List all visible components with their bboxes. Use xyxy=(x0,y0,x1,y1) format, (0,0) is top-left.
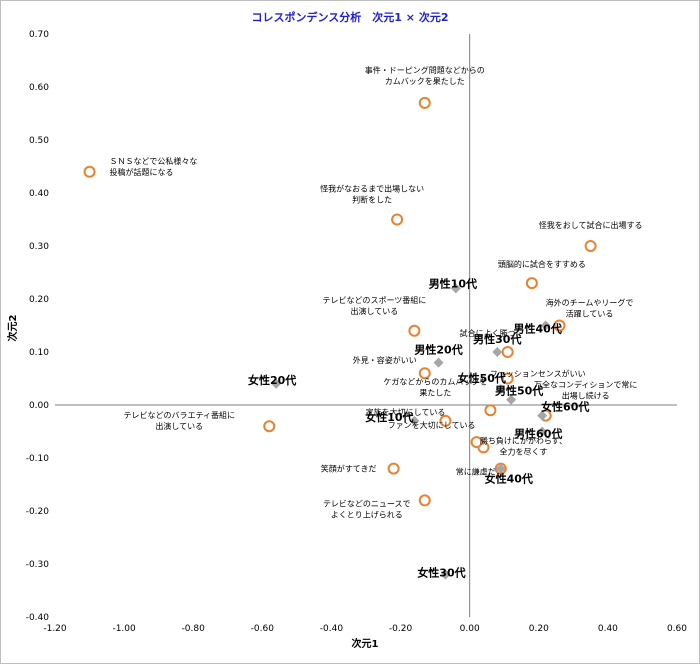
diamond-marker xyxy=(537,410,548,421)
x-tick-label: -0.40 xyxy=(320,624,344,634)
item-label: 笑顔がすてきだ xyxy=(321,464,377,474)
y-tick-label: -0.10 xyxy=(26,454,50,464)
item-label: テレビなどのニュースでよくとり上げられる xyxy=(323,499,411,519)
group-label: 女性40代 xyxy=(485,472,533,486)
point-marker xyxy=(387,462,400,475)
point-marker xyxy=(439,414,452,427)
point-marker xyxy=(484,404,497,417)
diamond-marker xyxy=(409,415,420,426)
x-axis-label: 次元1 xyxy=(352,637,379,650)
y-tick-label: 0.60 xyxy=(29,83,49,93)
diamond-marker xyxy=(537,426,548,437)
x-tick-label: 0.40 xyxy=(598,624,618,634)
item-label: テレビなどのスポーツ番組に出演している xyxy=(322,295,426,316)
item-label: 海外のチームやリーグで活躍している xyxy=(546,298,634,319)
point-marker xyxy=(501,346,514,358)
item-label: 外見・容姿がいい xyxy=(353,355,417,365)
diamond-marker xyxy=(440,569,451,580)
y-tick-label: -0.30 xyxy=(26,560,50,570)
item-label: 怪我をおして試合に出場する xyxy=(539,220,643,230)
item-label: 万全なコンディションで常に出場し続ける xyxy=(534,380,637,401)
x-tick-label: 0.20 xyxy=(529,624,549,634)
point-marker xyxy=(263,420,276,433)
item-label: 頭脳的に試合をすすめる xyxy=(498,259,586,269)
item-label: 勝ち負けにかかわらず、全力を尽くす xyxy=(480,435,567,456)
group-label: 男性40代 xyxy=(514,322,562,336)
diamond-marker xyxy=(540,320,551,331)
group-label: 女性10代 xyxy=(365,410,413,424)
group-label: 男性30代 xyxy=(473,332,521,346)
point-marker xyxy=(408,324,421,337)
x-tick-label: 0.00 xyxy=(460,624,480,634)
y-tick-label: 0.40 xyxy=(29,189,49,199)
point-labels: 怪我をおして試合に出場する 事件・ドーピング問題などからのカムバックを果たした ＳＮ… xyxy=(110,65,643,580)
group-label: 女性50代 xyxy=(458,371,506,385)
point-marker xyxy=(584,240,597,252)
item-label: ファッションセンスがいい xyxy=(490,369,586,379)
y-tick-label: 0.30 xyxy=(29,242,49,252)
diamond-marker xyxy=(450,283,461,294)
axes: -1.20 -1.00 -0.80 -0.60 -0.40 -0.20 0.00 0.20 0.… xyxy=(26,30,688,634)
group-label: 女性60代 xyxy=(541,400,589,414)
point-marker xyxy=(83,165,96,178)
diamond-marker xyxy=(506,394,517,405)
y-tick-label: 0.10 xyxy=(29,348,49,358)
y-tick-label: -0.40 xyxy=(26,613,50,623)
group-label: 女性30代 xyxy=(417,566,465,580)
point-marker xyxy=(553,319,566,332)
point-marker xyxy=(501,372,514,385)
point-marker xyxy=(418,96,431,109)
chart-title: コレスポンデンス分析 次元1 × 次元2 xyxy=(251,11,449,24)
y-axis-label: 次元2 xyxy=(6,314,19,341)
point-marker xyxy=(525,277,538,290)
point-marker xyxy=(470,436,483,449)
x-tick-label: 0.60 xyxy=(667,624,687,634)
item-label: テレビなどのバラエティ番組に出演している xyxy=(123,410,235,431)
diamond-marker xyxy=(492,347,503,357)
x-tick-label: -1.20 xyxy=(43,624,67,634)
item-label: 常に謙虚だ xyxy=(456,467,496,477)
group-label: 女性20代 xyxy=(248,373,296,387)
item-label: 家族を大切にしている xyxy=(366,407,446,417)
group-label: 男性20代 xyxy=(414,343,462,357)
y-tick-label: 0.70 xyxy=(29,30,49,40)
data-points xyxy=(83,96,597,580)
point-marker xyxy=(391,213,404,226)
item-label: 怪我がなおるまで出場しない判断をした xyxy=(320,184,424,205)
group-label: 男性60代 xyxy=(514,427,562,441)
item-label: ファンを大切にしている xyxy=(388,420,476,430)
diamond-marker xyxy=(433,357,444,368)
y-tick-label: 0.00 xyxy=(29,401,49,411)
x-tick-label: -0.20 xyxy=(389,624,413,634)
diamond-marker xyxy=(271,378,282,389)
item-label: ケガなどからのカムバックを果たした xyxy=(383,376,487,397)
group-label: 男性50代 xyxy=(495,384,543,398)
item-label: ＳＮＳなどで公私様々な投稿が話題になる xyxy=(110,156,198,177)
x-tick-label: -0.60 xyxy=(251,624,275,634)
x-tick-label: -1.00 xyxy=(112,624,136,634)
item-label: 試合によく勝つ xyxy=(460,328,516,338)
y-tick-label: 0.20 xyxy=(29,295,49,305)
diamond-marker xyxy=(495,384,506,395)
y-tick-label: -0.20 xyxy=(26,507,50,517)
diamond-marker xyxy=(495,463,506,474)
point-marker xyxy=(418,494,431,507)
x-tick-label: -0.80 xyxy=(182,624,206,634)
point-marker xyxy=(418,367,431,380)
group-label: 男性10代 xyxy=(429,276,477,290)
item-label: 事件・ドーピング問題などからのカムバックを果たした xyxy=(365,65,485,86)
y-tick-label: 0.50 xyxy=(29,136,49,146)
